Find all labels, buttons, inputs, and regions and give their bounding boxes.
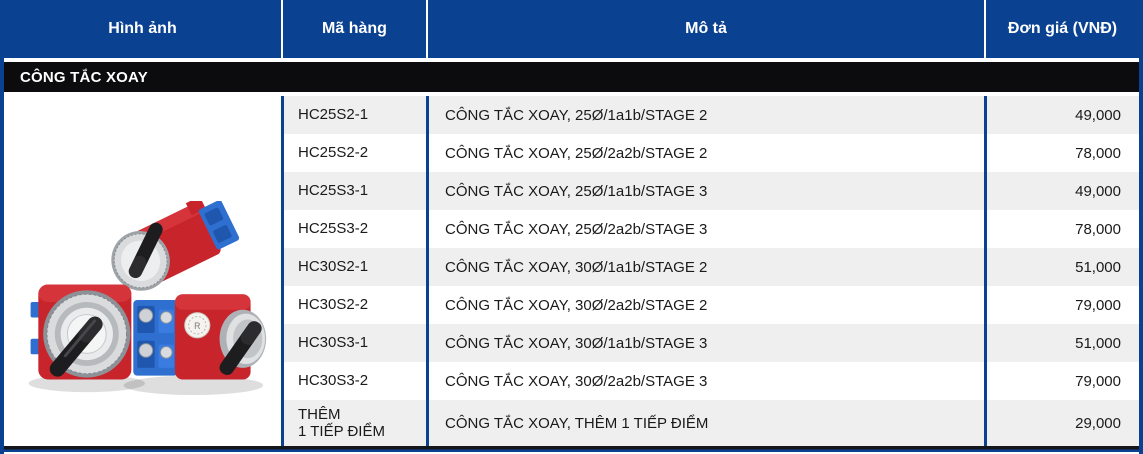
description-cell: CÔNG TẮC XOAY, 25Ø/1a1b/STAGE 3: [426, 172, 984, 210]
col-header-description: Mô tả: [426, 0, 984, 58]
price-cell: 51,000: [984, 248, 1139, 286]
description-cell: CÔNG TẮC XOAY, THÊM 1 TIẾP ĐIỂM: [426, 400, 984, 446]
table-body: R: [4, 96, 1139, 446]
section-header: CÔNG TẮC XOAY: [4, 62, 1139, 92]
description-cell: CÔNG TẮC XOAY, 25Ø/1a1b/STAGE 2: [426, 96, 984, 134]
description-cell: CÔNG TẮC XOAY, 25Ø/2a2b/STAGE 3: [426, 210, 984, 248]
product-code-cell: HC25S2-1: [281, 96, 426, 134]
price-cell: 79,000: [984, 286, 1139, 324]
price-cell: 49,000: [984, 172, 1139, 210]
product-code-cell: HC30S2-2: [281, 286, 426, 324]
price-cell: 78,000: [984, 134, 1139, 172]
product-code-cell: HC25S3-1: [281, 172, 426, 210]
section-title: CÔNG TẮC XOAY: [20, 68, 148, 86]
description-cell: CÔNG TẮC XOAY, 30Ø/1a1b/STAGE 3: [426, 324, 984, 362]
col-header-code: Mã hàng: [281, 0, 426, 58]
description-cell: CÔNG TẮC XOAY, 30Ø/2a2b/STAGE 3: [426, 362, 984, 400]
product-code-cell: HC30S2-1: [281, 248, 426, 286]
price-cell: 29,000: [984, 400, 1139, 446]
svg-text:R: R: [194, 321, 200, 331]
description-cell: CÔNG TẮC XOAY, 30Ø/1a1b/STAGE 2: [426, 248, 984, 286]
bottom-border-bar: [4, 446, 1139, 452]
price-cell: 49,000: [984, 96, 1139, 134]
switch-right: R: [132, 294, 266, 380]
price-cell: 51,000: [984, 324, 1139, 362]
product-code-cell: HC30S3-1: [281, 324, 426, 362]
price-cell: 79,000: [984, 362, 1139, 400]
description-cell: CÔNG TẮC XOAY, 30Ø/2a2b/STAGE 2: [426, 286, 984, 324]
product-image-cell: R: [4, 96, 281, 446]
divider: [4, 58, 1139, 62]
description-cell: CÔNG TẮC XOAY, 25Ø/2a2b/STAGE 2: [426, 134, 984, 172]
switch-left: [30, 284, 131, 380]
col-header-image: Hình ảnh: [108, 20, 177, 37]
price-cell: 78,000: [984, 210, 1139, 248]
col-header-price: Đơn giá (VNĐ): [984, 0, 1139, 58]
switch-middle: [110, 201, 239, 291]
rotary-switches-photo: R: [28, 201, 266, 396]
product-code-cell: HC30S3-2: [281, 362, 426, 400]
product-code-cell: THÊM 1 TIẾP ĐIỂM: [281, 400, 426, 446]
table-header-row: Hình ảnh Mã hàng Mô tả Đơn giá (VNĐ): [4, 0, 1139, 58]
product-code-cell: HC25S2-2: [281, 134, 426, 172]
product-code-cell: HC25S3-2: [281, 210, 426, 248]
divider: [4, 92, 1139, 96]
